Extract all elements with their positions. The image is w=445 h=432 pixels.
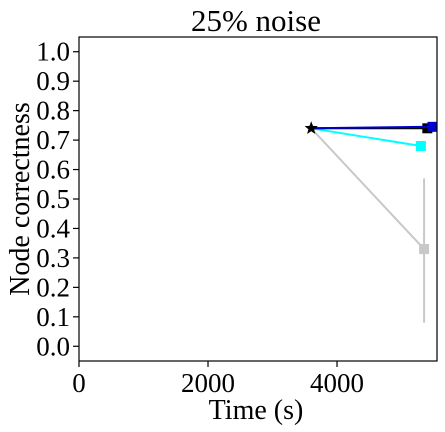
- series-line: [311, 125, 433, 130]
- series-line: [310, 127, 425, 250]
- y-tick-label: 0.0: [36, 331, 70, 361]
- y-tick-label: 0.2: [36, 272, 70, 302]
- data-point: [422, 123, 433, 134]
- y-tick-label: 0.4: [36, 213, 70, 243]
- x-tick-label: 0: [72, 368, 86, 398]
- y-tick-label: 0.9: [36, 66, 70, 96]
- chart-title: 25% noise: [191, 3, 321, 38]
- y-tick-label: 0.3: [36, 243, 70, 273]
- x-tick-label: 4000: [310, 368, 364, 398]
- data-point: [419, 244, 430, 255]
- data-point: [415, 140, 426, 151]
- x-axis-label: Time (s): [209, 395, 304, 426]
- y-tick-label: 1.0: [36, 37, 70, 67]
- x-tick-label: 2000: [181, 368, 235, 398]
- y-tick-label: 0.5: [36, 184, 70, 214]
- origin-star-marker: [304, 121, 318, 134]
- y-axis-label: Node correctness: [5, 102, 36, 296]
- y-tick-label: 0.8: [36, 96, 70, 126]
- series-line: [311, 127, 422, 147]
- y-tick-label: 0.7: [36, 125, 70, 155]
- data-point: [427, 121, 438, 132]
- y-tick-label: 0.6: [36, 155, 70, 185]
- plot-frame: [78, 36, 438, 362]
- y-tick-label: 0.1: [36, 302, 70, 332]
